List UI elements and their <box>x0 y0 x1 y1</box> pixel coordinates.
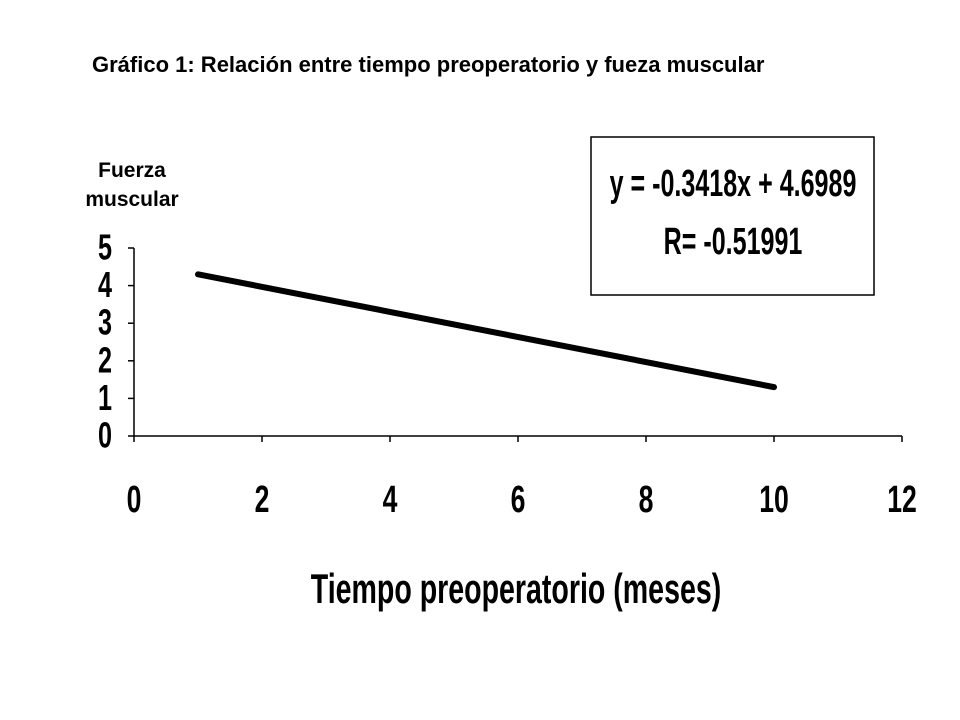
y-tick-label: 1 <box>98 377 112 418</box>
annotation-box <box>590 136 875 296</box>
y-tick-label: 5 <box>98 227 112 268</box>
x-tick-label: 6 <box>511 477 526 520</box>
data-line <box>195 271 777 391</box>
x-tick-label: 10 <box>759 477 789 520</box>
y-tick-label: 2 <box>98 340 112 381</box>
x-tick-label: 0 <box>127 477 142 520</box>
x-tick-label: 4 <box>383 477 398 520</box>
chart-title: Gráfico 1: Relación entre tiempo preoper… <box>92 52 765 77</box>
x-tick-label: 12 <box>887 477 917 520</box>
y-tick-label: 4 <box>98 265 113 306</box>
annotation: R= -0.51991 <box>664 220 803 262</box>
annotation: y = -0.3418x + 4.6989 <box>610 162 857 204</box>
x-tick-label: 8 <box>639 477 654 520</box>
y-tick-label: 0 <box>98 415 112 456</box>
y-tick-label: 3 <box>98 302 112 343</box>
x-tick-label: 2 <box>255 477 270 520</box>
y-axis-label: Fuerza muscular <box>85 159 179 211</box>
x-axis-label: Tiempo preoperatorio (meses) <box>311 564 721 612</box>
